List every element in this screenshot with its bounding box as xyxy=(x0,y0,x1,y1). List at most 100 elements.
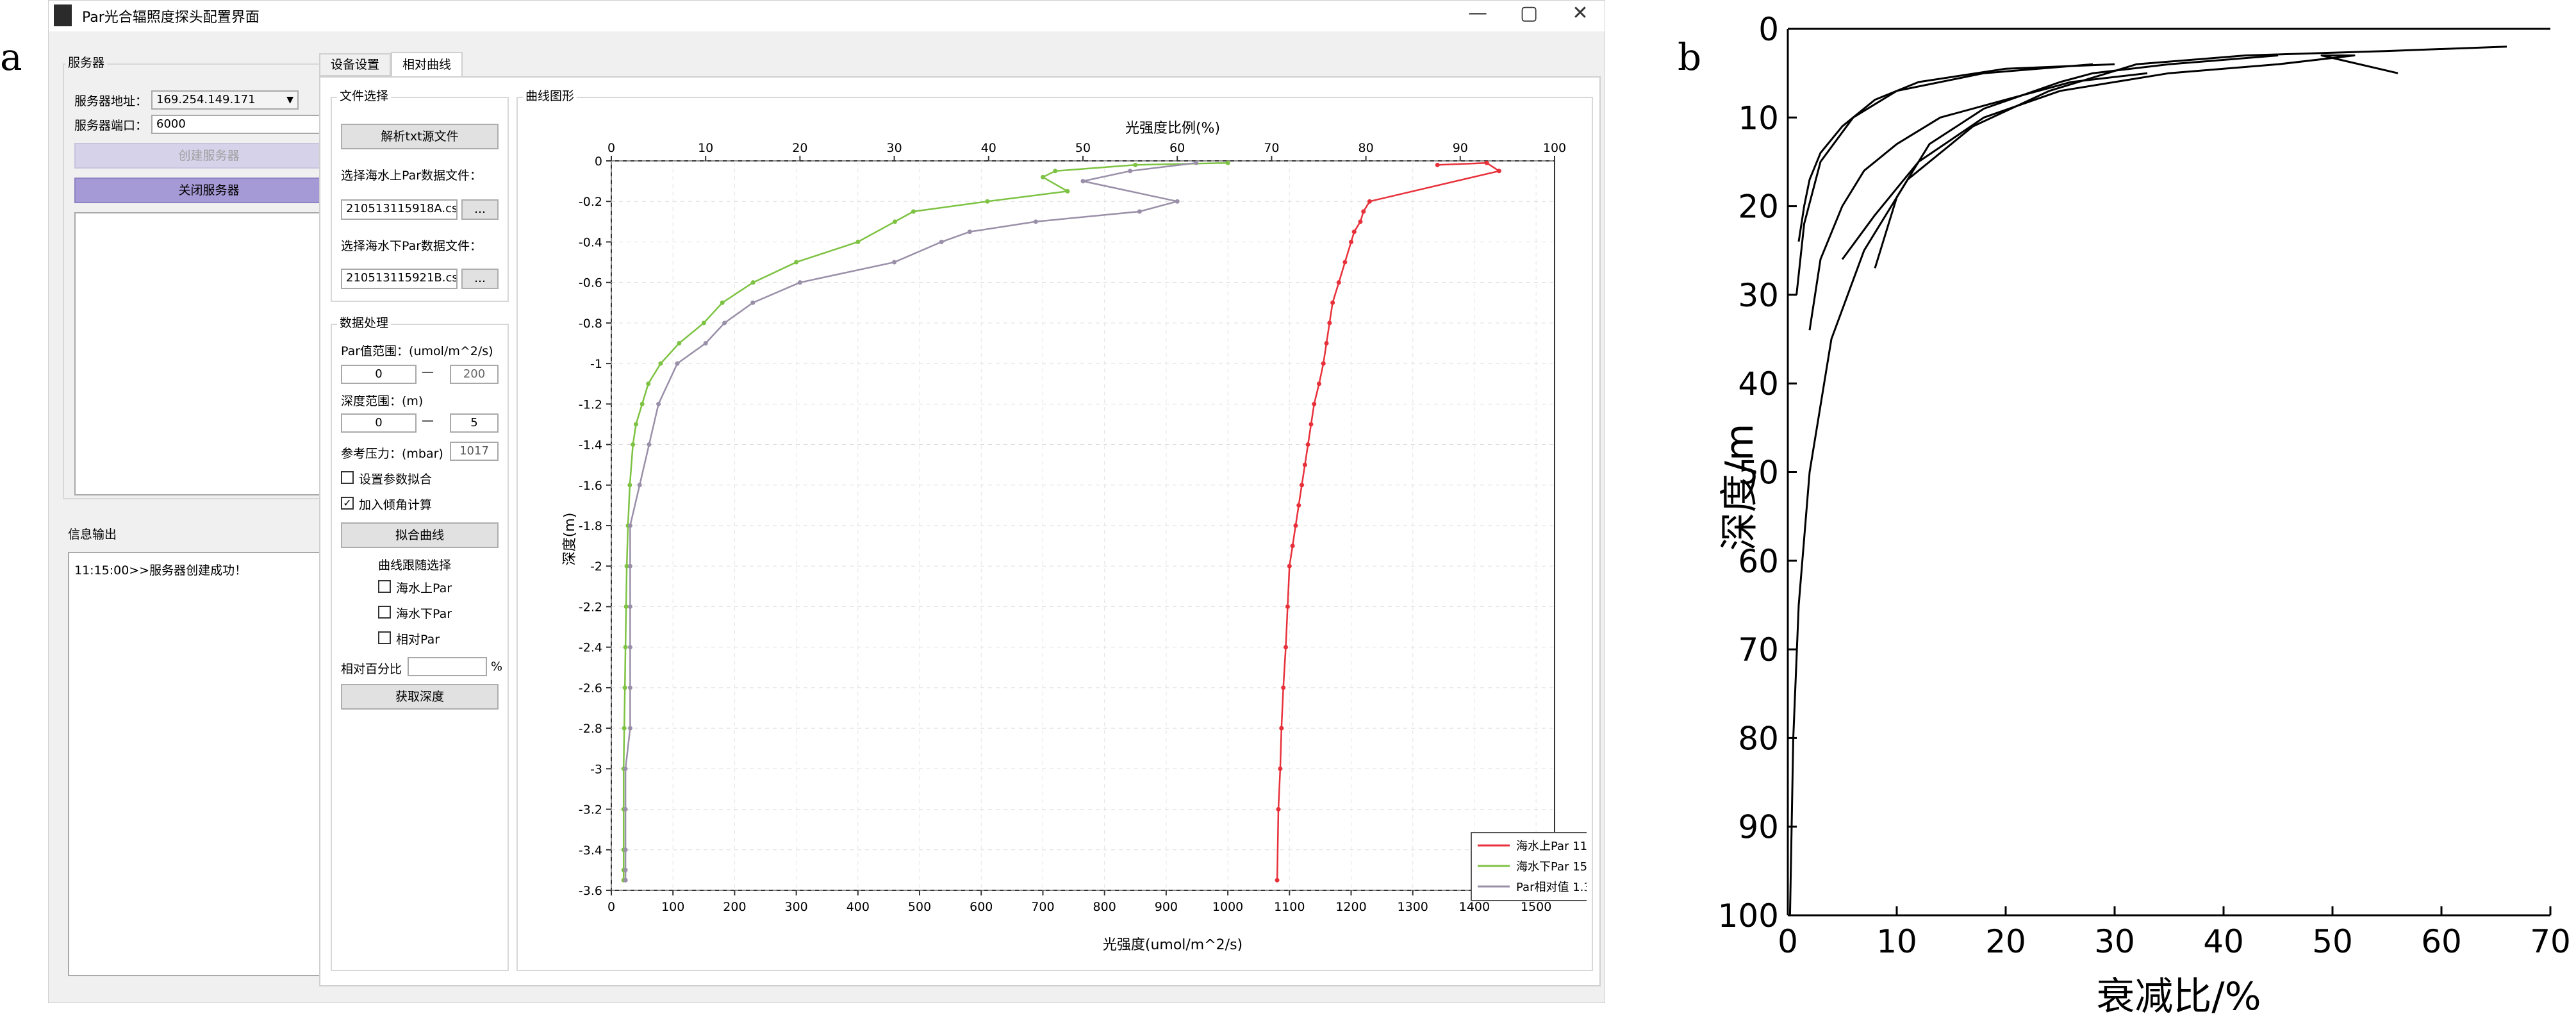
chart-b-y-tick-label: 80 xyxy=(1738,720,1779,757)
app-icon xyxy=(54,4,72,26)
relative-par-point xyxy=(627,685,632,690)
par-range-sep: — xyxy=(422,365,434,379)
relative-par-point xyxy=(675,361,680,366)
above-par-point xyxy=(1284,645,1289,650)
minimize-button[interactable]: — xyxy=(1468,2,1487,24)
below-par-point xyxy=(631,442,636,447)
par-min-input[interactable]: 0 xyxy=(341,365,417,384)
server-address-select[interactable]: 169.254.149.171 ▼ xyxy=(151,90,299,110)
depth-range-sep: — xyxy=(422,413,434,428)
x-bottom-tick-label: 500 xyxy=(908,900,931,914)
depth-min-input[interactable]: 0 xyxy=(341,413,417,433)
relative-par-point xyxy=(623,877,628,883)
above-par-point xyxy=(1287,563,1292,569)
close-window-button[interactable]: ✕ xyxy=(1572,2,1589,24)
fit-param-label: 设置参数拟合 xyxy=(359,472,433,487)
below-par-point xyxy=(624,563,629,569)
depth-range-label: 深度范围：(m) xyxy=(341,394,424,408)
above-par-point xyxy=(1296,503,1301,508)
info-output-box[interactable]: 11:15:00>>服务器创建成功！ xyxy=(68,552,350,976)
relative-par-point xyxy=(623,847,628,852)
ratio-input[interactable] xyxy=(408,657,487,676)
x-bottom-tick-label: 1100 xyxy=(1274,900,1305,914)
curve-option-relative-label: 相对Par xyxy=(396,633,440,647)
angle-label: 加入倾角计算 xyxy=(359,498,433,512)
y-tick-label: -3 xyxy=(590,762,602,776)
chart-grid xyxy=(611,160,1555,891)
below-par-point xyxy=(701,320,706,326)
depth-max-input[interactable]: 5 xyxy=(450,413,499,433)
par-max-input[interactable]: 200 xyxy=(450,365,499,384)
curve-select-title: 曲线跟随选择 xyxy=(378,558,452,572)
y-tick-label: -2.2 xyxy=(579,600,602,614)
x-bottom-tick-label: 200 xyxy=(723,900,746,914)
above-par-point xyxy=(1300,483,1305,488)
y-axis-label: 深度(m) xyxy=(562,513,578,566)
below-par-point xyxy=(622,726,627,731)
curve-option-relative-checkbox[interactable] xyxy=(378,631,391,644)
y-tick-label: -1.6 xyxy=(579,479,602,493)
chart-b-series-line-1 xyxy=(1797,63,2115,242)
below-par-point xyxy=(911,209,916,214)
chart-b-x-tick-label: 50 xyxy=(2312,923,2353,960)
chart-b-x-tick-label: 60 xyxy=(2421,923,2462,960)
below-par-point xyxy=(750,280,755,285)
file-select-group xyxy=(331,97,509,302)
relative-par-point xyxy=(656,401,661,406)
curve-option-below-checkbox[interactable] xyxy=(378,606,391,619)
above-par-point xyxy=(1316,381,1321,387)
chevron-down-icon: ▼ xyxy=(286,95,293,105)
above-file-input[interactable]: 210513115918A.csv xyxy=(341,199,458,220)
below-par-point xyxy=(794,260,799,265)
y-tick-label: -3.4 xyxy=(579,844,602,858)
x-bottom-tick-label: 1200 xyxy=(1335,900,1366,914)
attenuation-depth-chart: 衰减比/% 深度/m 0 10 20 30 40 50 60 70 0 10 20 30 40 50 60 7… xyxy=(1717,11,2570,1019)
par-range-label: Par值范围：(umol/m^2/s) xyxy=(341,344,493,358)
server-client-list[interactable] xyxy=(74,212,343,495)
chart-b-y-tick-label: 10 xyxy=(1738,99,1779,137)
above-par-point xyxy=(1321,361,1326,366)
above-par-point xyxy=(1342,260,1348,265)
below-par-point xyxy=(1133,162,1138,167)
below-browse-button[interactable]: ... xyxy=(461,269,499,289)
chart-b-series-line-3 xyxy=(1808,72,2148,331)
fit-curve-button[interactable]: 拟合曲线 xyxy=(341,522,499,548)
curve-option-above-checkbox[interactable] xyxy=(378,580,391,593)
below-par-point xyxy=(627,483,632,488)
below-par-point xyxy=(677,341,682,345)
tab-device-settings[interactable]: 设备设置 xyxy=(319,53,391,76)
relative-par-point xyxy=(647,442,652,447)
create-server-button[interactable]: 创建服务器 xyxy=(74,143,343,169)
maximize-button[interactable]: ▢ xyxy=(1519,2,1539,24)
top-axis-label: 光强度比例(%) xyxy=(1125,121,1220,137)
y-tick-label: -2 xyxy=(590,560,602,574)
tab-relative-curve[interactable]: 相对曲线 xyxy=(391,52,463,78)
below-par-point xyxy=(1225,160,1230,165)
x-top-tick-label: 30 xyxy=(887,141,902,155)
server-address-value: 169.254.149.171 xyxy=(156,93,256,106)
chart-b-x-tick-label: 0 xyxy=(1778,923,1798,960)
pressure-input[interactable]: 1017 xyxy=(450,442,499,461)
plot-group-title: 曲线图形 xyxy=(523,87,577,104)
close-server-button[interactable]: 关闭服务器 xyxy=(74,178,343,203)
angle-checkbox[interactable]: ✓ xyxy=(341,497,354,510)
fit-param-checkbox[interactable] xyxy=(341,471,354,484)
x-top-tick-label: 50 xyxy=(1075,141,1091,155)
relative-par-point xyxy=(627,726,632,731)
parse-txt-button[interactable]: 解析txt源文件 xyxy=(341,124,499,149)
above-par-point xyxy=(1312,401,1317,406)
chart-b-y-tick-label: 0 xyxy=(1758,11,1779,48)
y-tick-label: -0.8 xyxy=(579,317,602,331)
chart-b-y-tick-label: 90 xyxy=(1738,809,1779,846)
relative-par-point xyxy=(623,766,628,771)
relative-par-point xyxy=(627,523,632,528)
y-tick-label: -1.4 xyxy=(579,438,602,453)
above-browse-button[interactable]: ... xyxy=(461,199,499,220)
above-par-point xyxy=(1351,229,1357,235)
x-bottom-tick-label: 700 xyxy=(1031,900,1054,914)
above-par-point xyxy=(1285,604,1290,609)
x-bottom-tick-label: 800 xyxy=(1093,900,1116,914)
get-depth-button[interactable]: 获取深度 xyxy=(341,684,499,710)
below-file-input[interactable]: 210513115921B.csv xyxy=(341,269,458,289)
server-port-input[interactable]: 6000 xyxy=(151,115,343,134)
